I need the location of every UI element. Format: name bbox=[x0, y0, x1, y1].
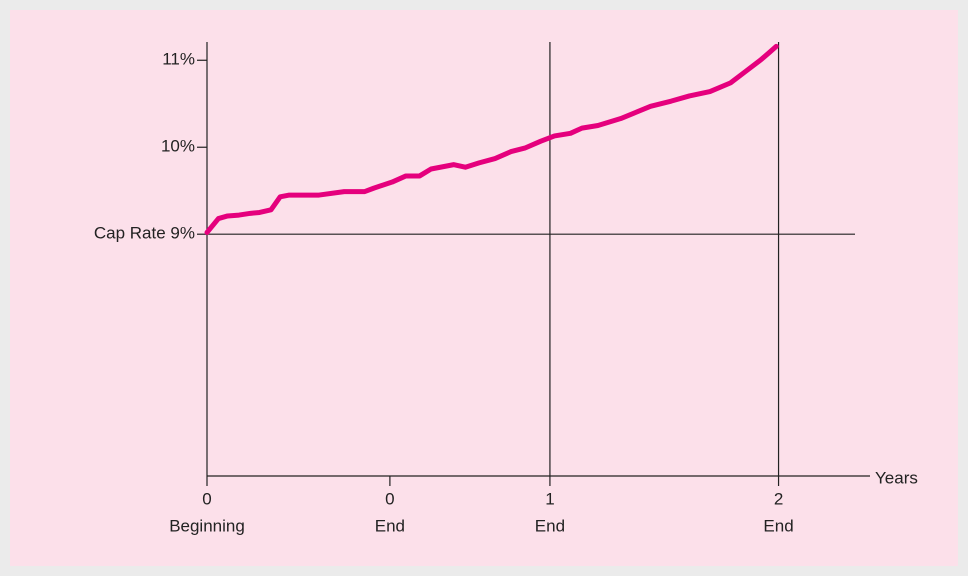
panel bbox=[10, 10, 958, 566]
x-tick-caption: Beginning bbox=[169, 516, 245, 535]
x-tick-label: 0 bbox=[202, 489, 211, 508]
y-tick-label: Cap Rate 9% bbox=[94, 224, 195, 243]
y-tick-label: 10% bbox=[161, 137, 195, 156]
y-tick-label: 11% bbox=[162, 50, 195, 69]
x-tick-caption: End bbox=[535, 516, 565, 535]
x-tick-caption: End bbox=[375, 516, 405, 535]
x-tick-label: 1 bbox=[545, 489, 554, 508]
x-tick-label: 2 bbox=[774, 489, 783, 508]
x-axis-label: Years bbox=[875, 468, 918, 487]
data-line bbox=[204, 43, 779, 235]
x-tick-caption: End bbox=[763, 516, 793, 535]
x-tick-label: 0 bbox=[385, 489, 394, 508]
